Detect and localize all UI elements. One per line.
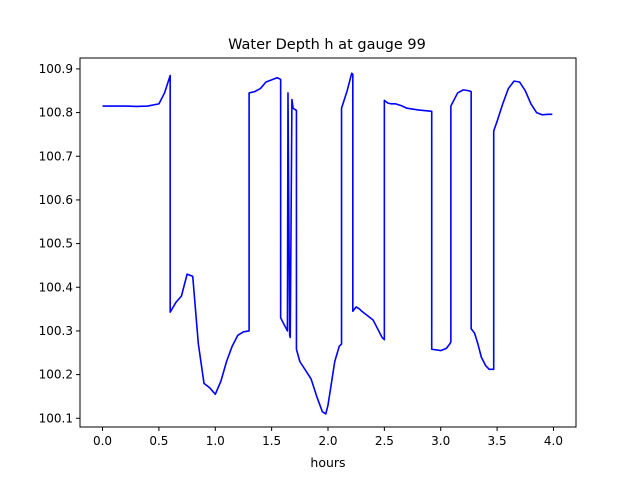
y-tick-label: 100.8 [39,106,73,120]
x-tick-label: 0.0 [93,434,112,448]
y-tick-label: 100.9 [39,62,73,76]
x-tick-label: 0.5 [149,434,168,448]
y-tick-label: 100.3 [39,324,73,338]
x-tick-label: 4.0 [544,434,563,448]
x-axis-label: hours [310,455,345,470]
y-tick-label: 100.1 [39,411,73,425]
plot-frame [79,57,577,428]
x-tick-label: 1.0 [206,434,225,448]
y-tick-label: 100.7 [39,149,73,163]
x-tick-label: 3.5 [488,434,507,448]
x-tick-label: 2.5 [375,434,394,448]
x-tick-label: 3.0 [431,434,450,448]
chart-title: Water Depth h at gauge 99 [228,37,426,53]
axis-ticks: 0.0 0.5 1.0 1.5 2.0 2.5 3.0 3.5 4.0 100.1 100.2 100… [39,62,563,448]
x-tick-label: 1.5 [262,434,281,448]
x-tick-label: 2.0 [318,434,337,448]
y-tick-label: 100.4 [39,280,73,294]
series-line [102,72,553,415]
y-tick-label: 100.2 [39,368,73,382]
plot-area [102,72,553,415]
y-tick-label: 100.6 [39,193,73,207]
y-tick-label: 100.5 [39,237,73,251]
